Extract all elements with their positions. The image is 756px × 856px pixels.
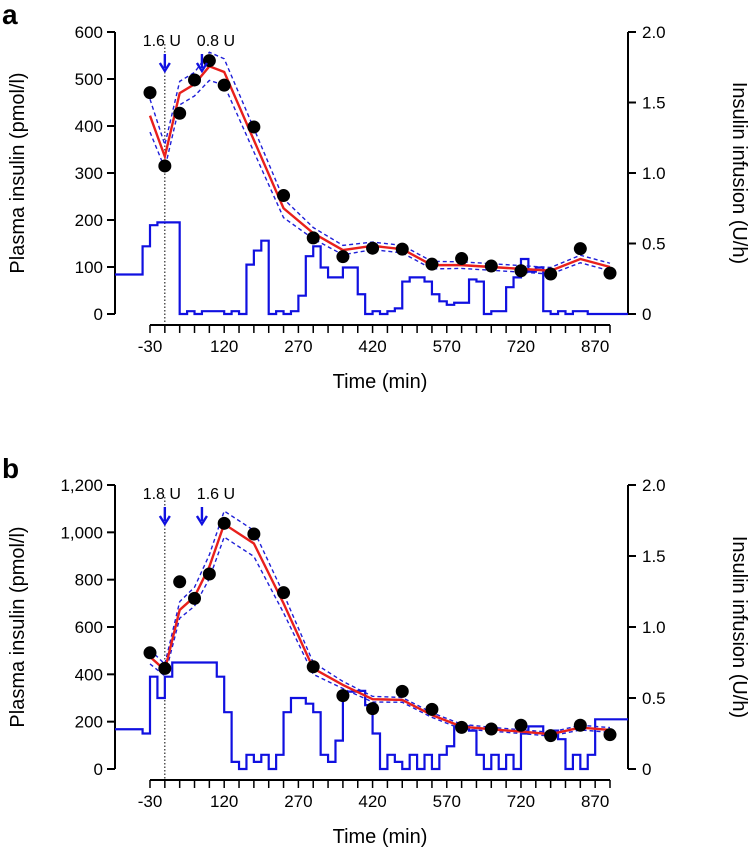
observed-point <box>247 527 261 541</box>
dose-label: 1.8 U <box>143 486 181 503</box>
observed-point <box>514 264 528 278</box>
observed-point <box>544 729 558 743</box>
y-tick-label: 600 <box>75 23 103 42</box>
y-tick-label: 500 <box>75 70 103 89</box>
y-tick-label: 800 <box>75 571 103 590</box>
observed-point <box>603 728 617 742</box>
ci-lower-line <box>149 79 611 275</box>
observed-point <box>158 661 172 675</box>
infusion-rate-line <box>115 661 628 771</box>
panel-a: a 0 100 200 300 400 500 600 Plasma insulin (pmol… <box>2 0 750 393</box>
x-tick-label: 270 <box>284 337 312 356</box>
dose-label: 1.6 U <box>197 486 235 503</box>
y2-tick-label: 0.5 <box>642 689 666 708</box>
observed-point <box>514 718 528 732</box>
observed-point <box>455 720 469 734</box>
observed-point <box>425 702 439 716</box>
dose-arrow-icon <box>195 515 208 527</box>
observed-point <box>143 646 157 660</box>
x-tick-label: -30 <box>138 792 163 811</box>
observed-point <box>143 86 157 100</box>
y2-tick-label: 0 <box>642 760 651 779</box>
panel-letter: b <box>2 453 19 484</box>
observed-point <box>395 684 409 698</box>
observed-point <box>306 231 320 245</box>
y-tick-label: 200 <box>75 713 103 732</box>
observed-point <box>173 575 187 589</box>
dose-arrow-icon <box>158 515 171 527</box>
y2-tick-label: 2.0 <box>642 23 666 42</box>
y-tick-label: 0 <box>94 760 103 779</box>
observed-point <box>455 252 469 266</box>
dose-arrow-icon <box>158 62 171 74</box>
y-tick-label: 0 <box>94 305 103 324</box>
ci-lower-line <box>149 535 611 737</box>
y2-tick-label: 0.5 <box>642 235 666 254</box>
x-tick-label: 120 <box>210 337 238 356</box>
y2-tick-label: 1.0 <box>642 164 666 183</box>
y-tick-label: 400 <box>75 665 103 684</box>
x-tick-label: -30 <box>138 337 163 356</box>
y-axis-title: Plasma insulin (pmol/l) <box>7 526 29 727</box>
panel-b: b 0 200 400 600 800 1,000 1,200 Plasma insulin (… <box>2 453 750 848</box>
observed-point <box>217 78 231 92</box>
observed-point <box>484 259 498 273</box>
observed-point <box>158 159 172 173</box>
observed-point <box>188 73 202 87</box>
observed-point <box>306 660 320 674</box>
observed-point <box>395 242 409 256</box>
y-tick-label: 1,200 <box>60 476 103 495</box>
y2-tick-label: 1.0 <box>642 618 666 637</box>
x-tick-label: 270 <box>284 792 312 811</box>
observed-point <box>173 106 187 120</box>
observed-point <box>544 267 558 281</box>
y-axis-title: Plasma insulin (pmol/l) <box>7 72 29 273</box>
x-tick-label: 870 <box>581 792 609 811</box>
x-tick-label: 720 <box>507 337 535 356</box>
observed-point <box>573 242 587 256</box>
dose-arrow-icon <box>195 62 208 74</box>
y2-axis-title: Insulin infusion (U/h) <box>728 536 750 718</box>
y-tick-label: 200 <box>75 211 103 230</box>
dose-label: 0.8 U <box>197 33 235 50</box>
x-tick-label: 570 <box>433 337 461 356</box>
y2-tick-label: 1.5 <box>642 94 666 113</box>
y2-tick-label: 2.0 <box>642 476 666 495</box>
x-tick-label: 420 <box>358 337 386 356</box>
observed-point <box>366 241 380 255</box>
x-axis-title: Time (min) <box>333 371 428 393</box>
observed-point <box>277 586 291 600</box>
x-tick-label: 720 <box>507 792 535 811</box>
y-tick-label: 300 <box>75 164 103 183</box>
y2-axis-title: Insulin infusion (U/h) <box>728 82 750 264</box>
x-tick-label: 420 <box>358 792 386 811</box>
y-tick-label: 400 <box>75 117 103 136</box>
observed-point <box>484 722 498 736</box>
observed-point <box>336 689 350 703</box>
observed-point <box>336 250 350 264</box>
y-tick-label: 100 <box>75 258 103 277</box>
y-tick-label: 1,000 <box>60 523 103 542</box>
x-tick-label: 120 <box>210 792 238 811</box>
observed-point <box>202 567 216 581</box>
model-fit-line <box>148 64 611 272</box>
x-tick-label: 570 <box>433 792 461 811</box>
y2-tick-label: 0 <box>642 305 651 324</box>
observed-point <box>366 702 380 716</box>
dose-label: 1.6 U <box>143 33 181 50</box>
y-tick-label: 600 <box>75 618 103 637</box>
observed-point <box>247 120 261 134</box>
observed-point <box>573 718 587 732</box>
x-tick-label: 870 <box>581 337 609 356</box>
panel-letter: a <box>2 0 18 30</box>
observed-point <box>425 257 439 271</box>
x-axis-title: Time (min) <box>333 826 428 848</box>
observed-point <box>277 189 291 203</box>
observed-point <box>188 591 202 605</box>
observed-point <box>603 266 617 280</box>
observed-point <box>217 516 231 530</box>
y2-tick-label: 1.5 <box>642 547 666 566</box>
